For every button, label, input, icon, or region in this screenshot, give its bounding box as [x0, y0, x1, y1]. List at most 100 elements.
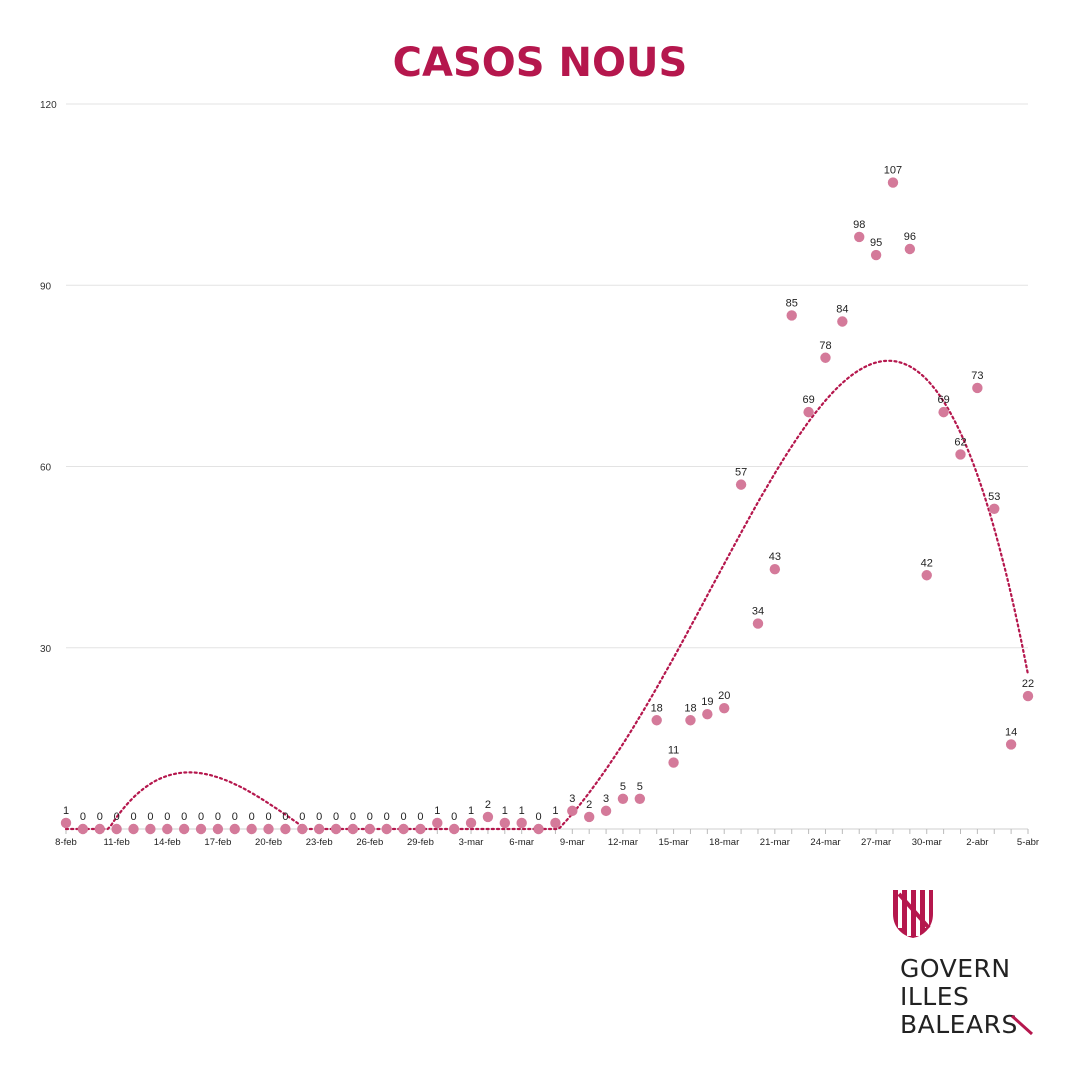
- data-label: 73: [971, 370, 983, 382]
- data-label: 69: [802, 394, 814, 406]
- data-label: 0: [333, 811, 339, 823]
- data-point: [77, 823, 89, 835]
- data-point: [330, 823, 342, 835]
- chart-title: CASOS NOUS: [392, 40, 688, 86]
- x-tick-label: 26-feb: [356, 837, 383, 848]
- y-axis-ticks: 30 60 90 120: [40, 100, 57, 655]
- data-label: 0: [130, 811, 136, 823]
- x-tick-label: 21-mar: [760, 837, 790, 848]
- data-label: 0: [350, 811, 356, 823]
- data-label: 3: [569, 793, 575, 805]
- data-label: 0: [249, 811, 255, 823]
- data-label: 0: [367, 811, 373, 823]
- data-point: [516, 817, 527, 829]
- data-point: [280, 823, 291, 835]
- data-label: 0: [384, 811, 390, 823]
- data-point: [1005, 739, 1017, 750]
- data-point: [904, 243, 916, 255]
- data-point: [533, 823, 544, 835]
- data-point: [769, 564, 781, 575]
- data-point: [550, 817, 561, 829]
- data-label: 78: [819, 340, 831, 352]
- x-tick-label: 30-mar: [912, 837, 942, 848]
- data-point: [178, 823, 190, 835]
- data-point: [60, 817, 72, 829]
- data-point: [820, 352, 831, 363]
- data-point: [634, 793, 646, 804]
- data-point: [432, 817, 443, 829]
- x-tick-label: 17-feb: [204, 837, 231, 848]
- data-label: 85: [786, 297, 798, 309]
- data-label: 34: [752, 606, 764, 618]
- data-label: 20: [718, 690, 730, 702]
- data-point: [752, 618, 764, 629]
- data-point: [212, 823, 224, 835]
- data-point: [195, 823, 207, 835]
- data-point: [482, 811, 494, 823]
- data-point: [600, 805, 612, 817]
- data-label: 0: [215, 811, 221, 823]
- data-point: [583, 811, 595, 823]
- x-tick-label: 18-mar: [709, 837, 739, 848]
- data-label: 1: [468, 805, 474, 817]
- data-label: 0: [400, 811, 406, 823]
- data-label: 0: [417, 811, 423, 823]
- data-label: 14: [1005, 726, 1017, 738]
- y-tick-label: 90: [40, 281, 52, 292]
- data-label: 22: [1022, 678, 1034, 690]
- data-label: 2: [586, 799, 592, 811]
- y-tick-label: 60: [40, 463, 52, 474]
- data-point: [229, 823, 240, 835]
- x-tick-label: 8-feb: [55, 837, 77, 848]
- data-label: 1: [519, 805, 525, 817]
- x-tick-label: 23-feb: [306, 837, 333, 848]
- data-label: 1: [63, 805, 69, 817]
- data-label: 57: [735, 467, 747, 479]
- data-point: [921, 570, 932, 581]
- data-point: [263, 823, 274, 835]
- data-points: [60, 177, 1034, 835]
- data-label: 0: [316, 811, 322, 823]
- x-tick-label: 20-feb: [255, 837, 282, 848]
- x-tick-label: 29-feb: [407, 837, 434, 848]
- y-tick-label: 120: [40, 100, 57, 111]
- data-label: 69: [937, 394, 949, 406]
- logo-slash-icon: [1010, 1014, 1034, 1036]
- data-label: 0: [282, 811, 288, 823]
- data-point: [668, 757, 679, 768]
- data-label: 5: [637, 781, 643, 793]
- data-point: [162, 823, 173, 835]
- data-point: [870, 249, 882, 261]
- data-point: [398, 823, 409, 835]
- x-tick-label: 6-mar: [509, 837, 534, 848]
- x-tick-label: 2-abr: [966, 837, 988, 848]
- data-label: 0: [80, 811, 86, 823]
- data-label: 95: [870, 237, 882, 249]
- data-point: [786, 310, 797, 321]
- data-point: [972, 382, 983, 394]
- data-point: [465, 817, 477, 829]
- data-label: 98: [853, 219, 865, 231]
- data-label: 18: [651, 702, 663, 714]
- data-label: 0: [451, 811, 457, 823]
- logo-text-illes: ILLES: [900, 982, 970, 1011]
- data-point: [854, 231, 865, 243]
- data-label: 107: [884, 165, 902, 177]
- logo-text-balears: BALEARS: [900, 1010, 1018, 1039]
- grid-lines: [66, 103, 1028, 649]
- data-label: 1: [502, 805, 508, 817]
- data-label: 42: [921, 557, 933, 569]
- data-label: 0: [147, 811, 153, 823]
- data-point: [246, 823, 257, 835]
- data-point: [297, 823, 308, 835]
- data-point: [111, 823, 122, 835]
- data-label: 0: [114, 811, 120, 823]
- data-label: 19: [701, 696, 713, 708]
- data-label: 0: [265, 811, 271, 823]
- x-tick-label: 24-mar: [810, 837, 840, 848]
- data-point: [735, 479, 747, 490]
- data-point: [381, 823, 392, 835]
- data-label: 0: [97, 811, 103, 823]
- data-label: 53: [988, 491, 1000, 503]
